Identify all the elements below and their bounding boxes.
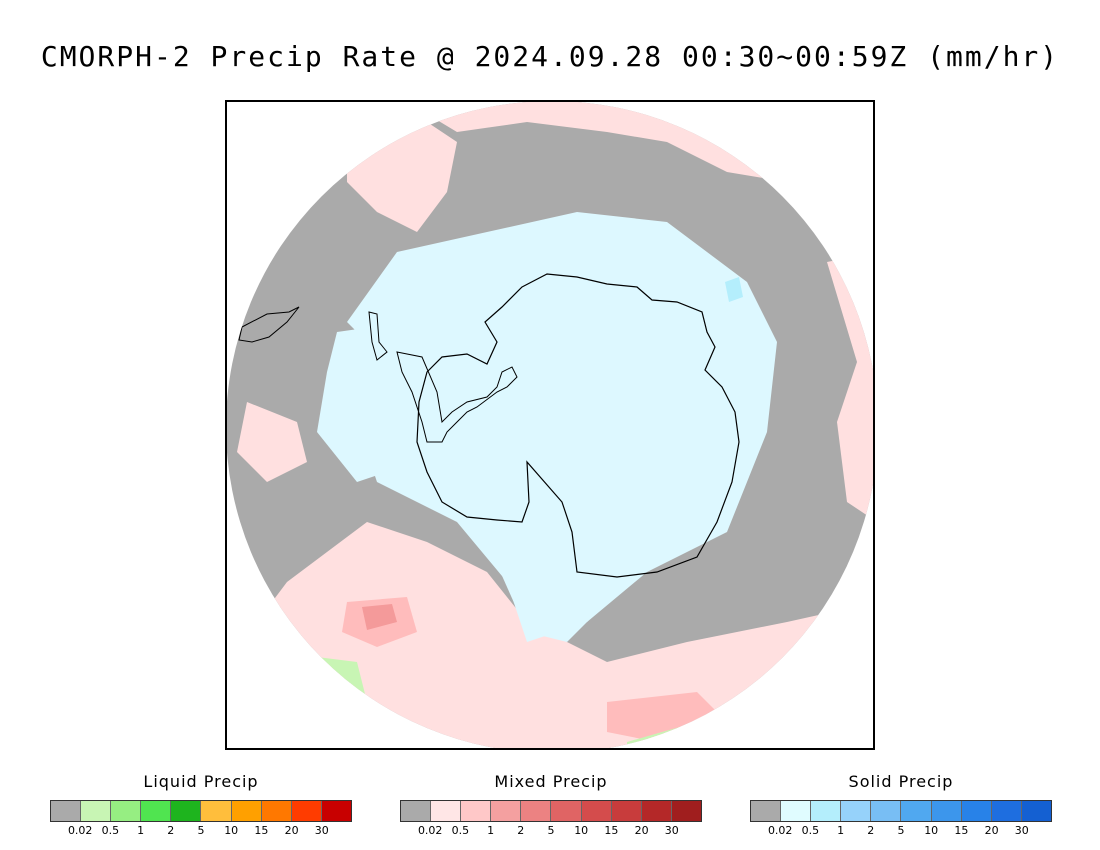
legend-tick-label: 30 [314,824,329,837]
legend-tick-label: 0.5 [451,824,470,837]
legend-swatch [461,801,492,821]
legend-colorbar [400,800,702,822]
legend-swatch [581,801,612,821]
legend-swatch [671,801,701,821]
legend-swatch [961,801,992,821]
map-title: CMORPH-2 Precip Rate @ 2024.09.28 00:30~… [40,40,1060,73]
legend-ticks: 0.02 0.5 1 2 5 10 15 20 30 [400,824,702,838]
legend-swatch [991,801,1022,821]
legend-tick-label: 0.5 [801,824,820,837]
legend-tick-label: 0.02 [67,824,93,837]
legend-tick-label: 30 [1014,824,1029,837]
mixed-precip-core [362,604,397,630]
antarctic-peninsula-coastline [396,351,518,443]
legend-swatch [931,801,962,821]
legend-swatch [401,801,432,821]
legend-liquid-precip: Liquid Precip 0.02 0.5 1 2 5 10 15 20 30 [50,772,352,838]
legend-swatch [811,801,842,821]
antarctica-coastline [416,273,740,578]
legend-title: Liquid Precip [143,772,259,791]
legend-title: Mixed Precip [494,772,608,791]
legend-tick-label: 5 [897,824,905,837]
legend-swatch [751,801,782,821]
legend-tick-label: 1 [837,824,845,837]
legend-solid-precip: Solid Precip 0.02 0.5 1 2 5 10 15 20 30 [750,772,1052,838]
legend-tick-label: 10 [224,824,239,837]
legend-tick-label: 2 [867,824,875,837]
solid-precip-region-central [347,212,777,642]
legend-tick-label: 20 [984,824,999,837]
legend-swatch [141,801,172,821]
legend-swatch [111,801,142,821]
precip-map [227,102,873,748]
mixed-precip-region-left [237,402,307,482]
legend-tick-label: 10 [574,824,589,837]
legend-swatch [261,801,292,821]
legend-tick-label: 5 [197,824,205,837]
legend-swatch [431,801,462,821]
legend-tick-label: 0.02 [417,824,443,837]
legend-tick-label: 1 [487,824,495,837]
legend-swatch [781,801,812,821]
legend-swatch [871,801,902,821]
legend-swatch [1021,801,1051,821]
legend-swatch [81,801,112,821]
island-coastline [368,311,388,361]
legend-colorbar [750,800,1052,822]
legend-tick-label: 2 [167,824,175,837]
legend-tick-label: 15 [604,824,619,837]
legend-tick-label: 15 [254,824,269,837]
legend-colorbar [50,800,352,822]
legend-tick-label: 30 [664,824,679,837]
legend-title: Solid Precip [848,772,954,791]
legend-ticks: 0.02 0.5 1 2 5 10 15 20 30 [750,824,1052,838]
legend-swatch [611,801,642,821]
legend-swatch [551,801,582,821]
legend-swatch [231,801,262,821]
legend-tick-label: 5 [547,824,555,837]
legend-tick-label: 20 [634,824,649,837]
legend-tick-label: 0.02 [767,824,793,837]
solid-precip-patch-right [725,277,743,302]
south-america-tip-coastline [238,306,300,343]
legend-tick-label: 20 [284,824,299,837]
legend-swatch [201,801,232,821]
precip-field [227,102,873,748]
legend-swatch [171,801,202,821]
legend-swatch [901,801,932,821]
legend-ticks: 0.02 0.5 1 2 5 10 15 20 30 [50,824,352,838]
legend-swatch [521,801,552,821]
map-frame [225,100,875,750]
legend-tick-label: 1 [137,824,145,837]
legend-tick-label: 10 [924,824,939,837]
legend-swatch [51,801,82,821]
legend-tick-label: 2 [517,824,525,837]
legend-swatch [291,801,322,821]
solid-precip-region-lower [487,542,607,642]
legend-tick-label: 15 [954,824,969,837]
legend-mixed-precip: Mixed Precip 0.02 0.5 1 2 5 10 15 20 30 [400,772,702,838]
legend-swatch [491,801,522,821]
legend-swatch [321,801,351,821]
legend-swatch [841,801,872,821]
legend-swatch [641,801,672,821]
legend-tick-label: 0.5 [101,824,120,837]
